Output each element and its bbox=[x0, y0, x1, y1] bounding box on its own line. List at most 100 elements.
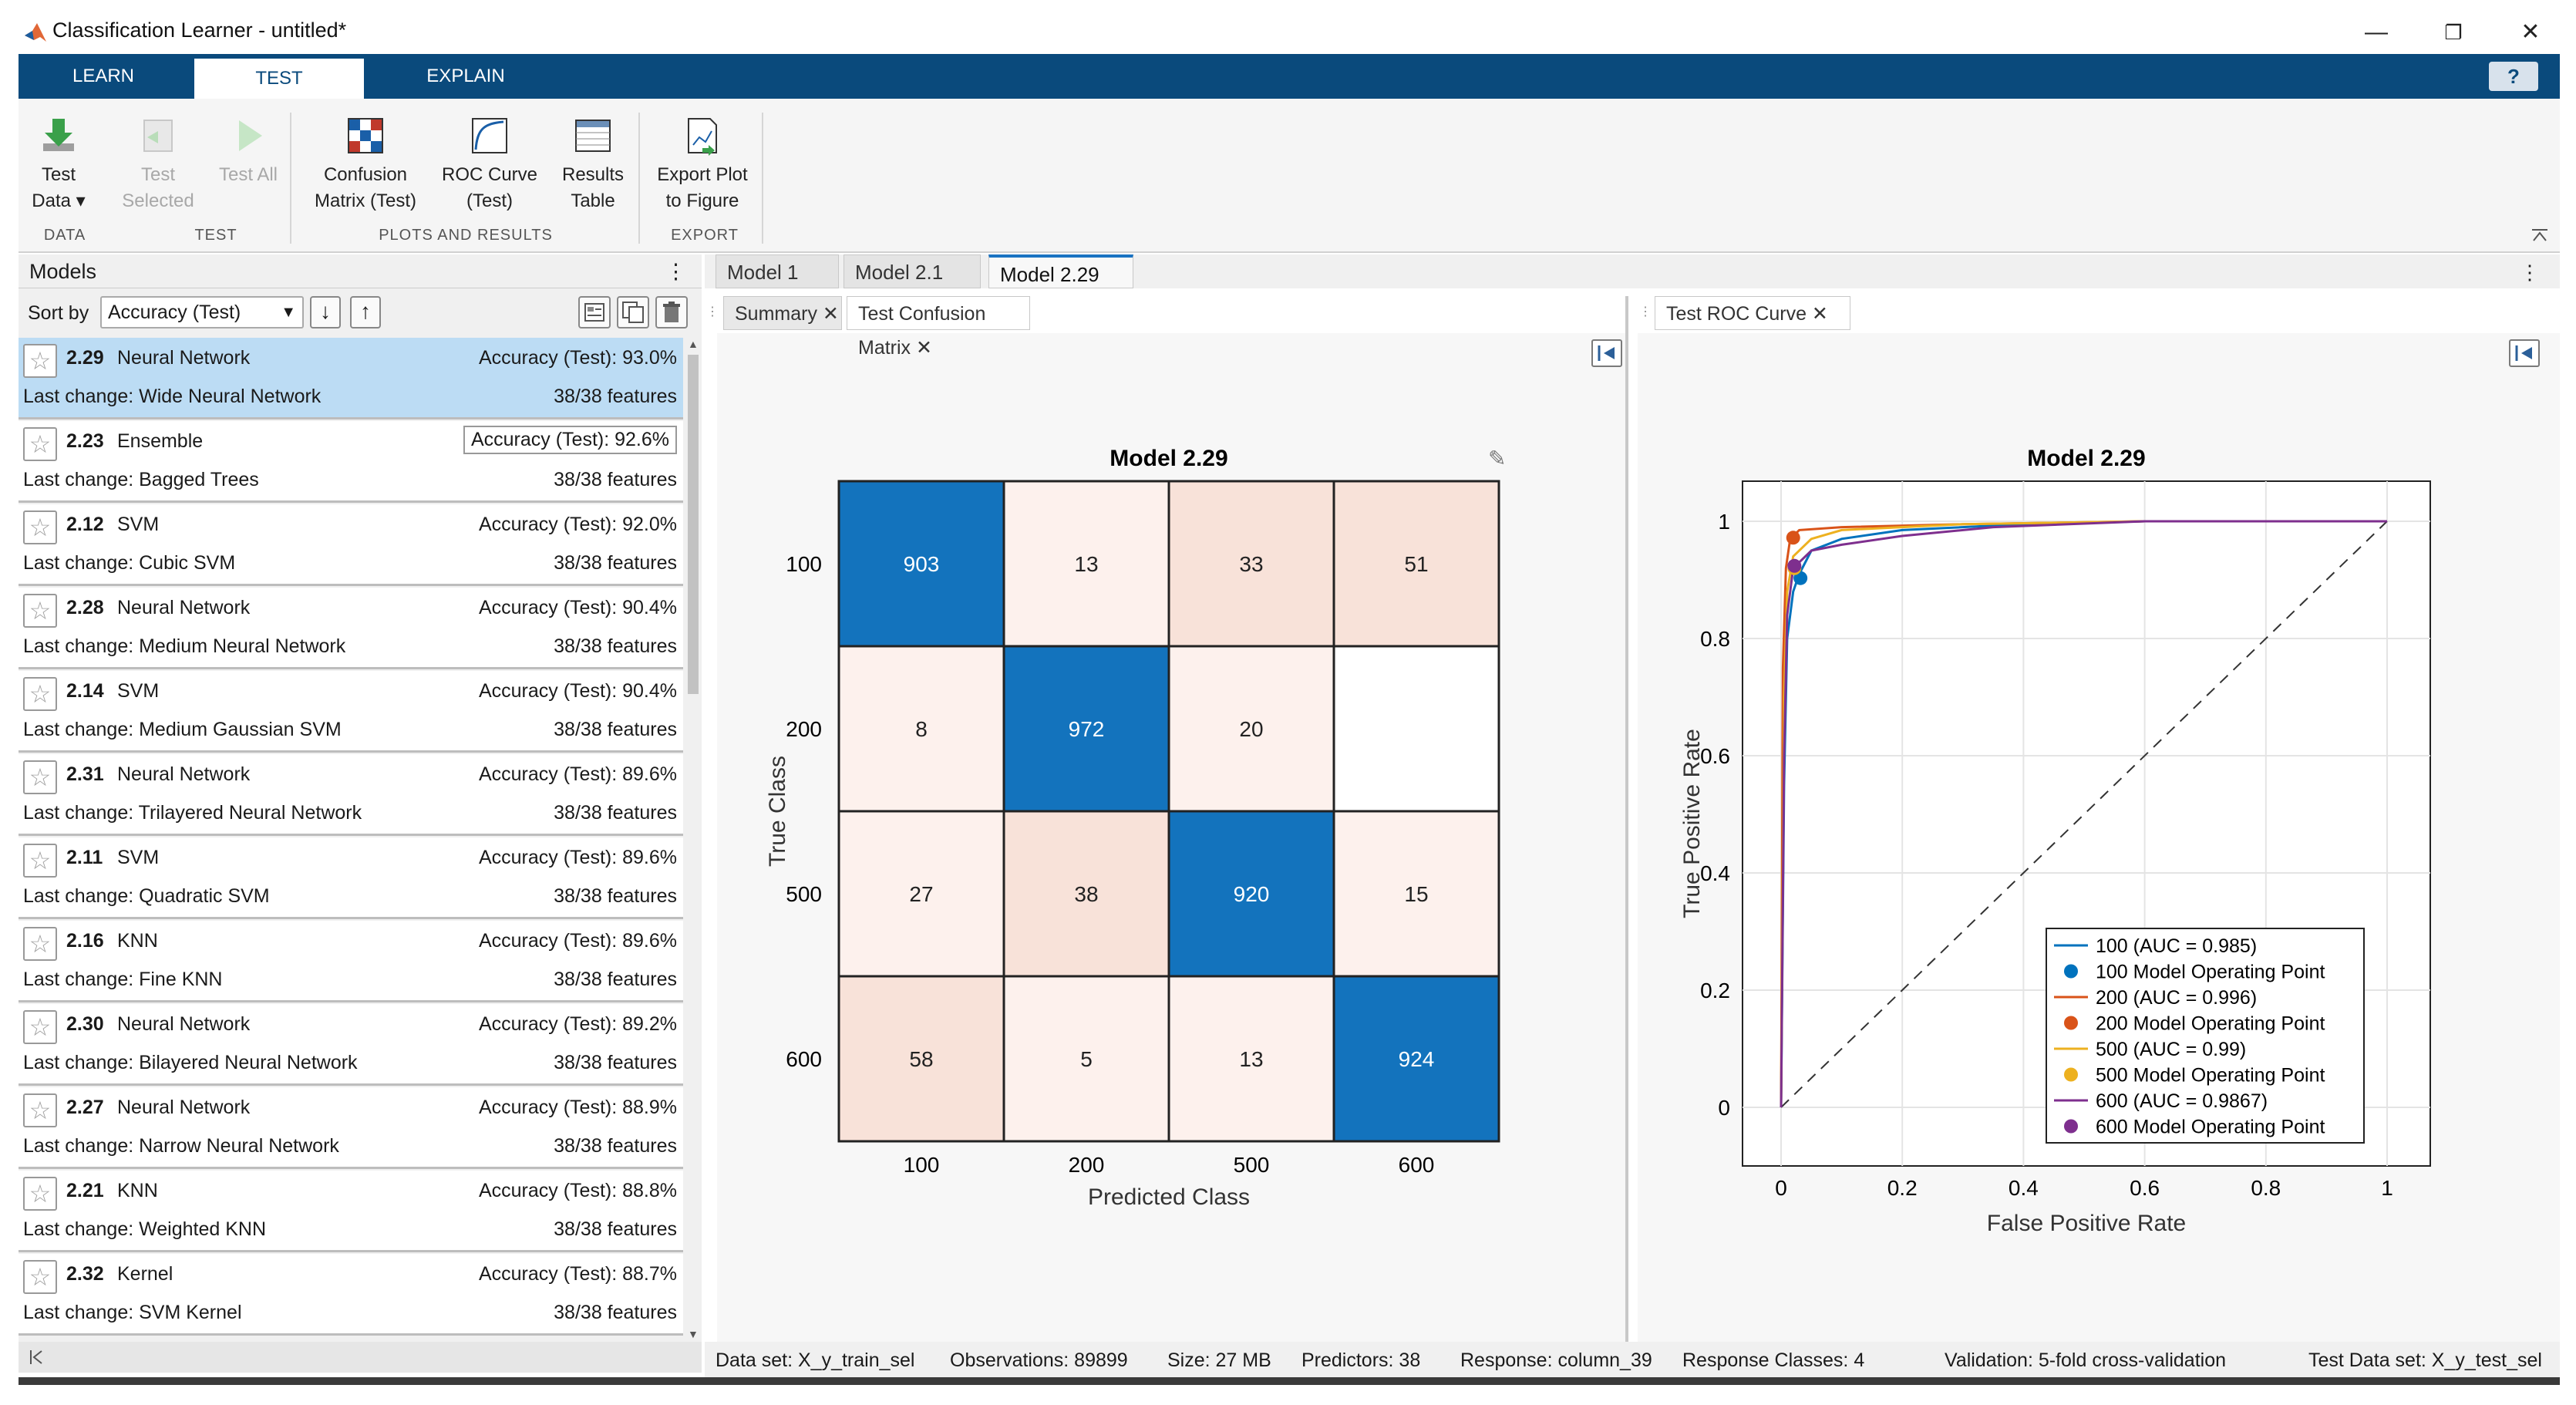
model-row[interactable]: ☆ 2.31 Neural Network Accuracy (Test): 8… bbox=[19, 754, 683, 836]
model-type: Neural Network bbox=[117, 1013, 251, 1035]
scrollbar-thumb[interactable] bbox=[688, 355, 699, 694]
model-row[interactable]: ☆ 2.11 SVM Accuracy (Test): 89.6% Last c… bbox=[19, 837, 683, 919]
tab-explain[interactable]: EXPLAIN bbox=[426, 66, 505, 86]
star-icon[interactable]: ☆ bbox=[23, 677, 57, 711]
document-tabs: Model 1 Model 2.1 Model 2.29 ⋮ bbox=[705, 254, 2560, 288]
tab-model-2-29[interactable]: Model 2.29 bbox=[988, 254, 1133, 288]
sort-ascending-button[interactable]: ↑ bbox=[350, 296, 381, 329]
close-button[interactable]: ✕ bbox=[2520, 19, 2541, 45]
model-last-change: Last change: Medium Neural Network bbox=[23, 635, 346, 657]
collapse-panel-icon[interactable] bbox=[28, 1348, 46, 1366]
document-menu-icon[interactable]: ⋮ bbox=[2520, 261, 2540, 284]
model-type: Ensemble bbox=[117, 430, 204, 452]
row-class-label: 500 bbox=[786, 882, 822, 906]
restore-button[interactable]: ❐ bbox=[2444, 21, 2463, 44]
model-type: KNN bbox=[117, 930, 158, 952]
star-icon[interactable]: ☆ bbox=[23, 1093, 57, 1127]
collapse-toolstrip-icon[interactable] bbox=[2531, 227, 2549, 245]
model-features: 38/38 features bbox=[554, 1218, 677, 1240]
sort-descending-button[interactable]: ↓ bbox=[310, 296, 341, 329]
model-features: 38/38 features bbox=[554, 1052, 677, 1073]
legend-marker-swatch bbox=[2064, 1067, 2078, 1082]
model-features: 38/38 features bbox=[554, 552, 677, 574]
y-tick-label: 0.6 bbox=[1700, 744, 1730, 768]
models-panel-title: Models bbox=[29, 260, 97, 283]
row-class-label: 100 bbox=[786, 552, 822, 576]
pane-splitter[interactable] bbox=[1625, 296, 1628, 1342]
model-row[interactable]: ☆ 2.23 Ensemble Accuracy (Test): 92.6% L… bbox=[19, 421, 683, 503]
ribbon-tab-bar: LEARN TEST EXPLAIN ? bbox=[19, 54, 2560, 99]
scroll-down-icon[interactable]: ▼ bbox=[688, 1328, 699, 1340]
tab-test-roc-curve[interactable]: Test ROC Curve ✕ bbox=[1655, 296, 1850, 330]
model-row[interactable]: ☆ 2.29 Neural Network Accuracy (Test): 9… bbox=[19, 338, 683, 419]
roc-curve-button[interactable]: ROC Curve (Test) bbox=[432, 114, 547, 214]
star-icon[interactable]: ☆ bbox=[23, 1260, 57, 1294]
results-table-button[interactable]: Results Table bbox=[551, 114, 635, 214]
star-icon[interactable]: ☆ bbox=[23, 427, 57, 461]
model-row[interactable]: ☆ 2.28 Neural Network Accuracy (Test): 9… bbox=[19, 588, 683, 669]
export-plot-button[interactable]: Export Plot to Figure bbox=[645, 114, 760, 214]
models-panel-menu-icon[interactable]: ⋮ bbox=[665, 260, 686, 283]
legend-entry: 200 Model Operating Point bbox=[2096, 1013, 2325, 1035]
confusion-cell-value: 5 bbox=[1080, 1047, 1093, 1071]
x-tick-label: 0.4 bbox=[2009, 1176, 2039, 1200]
model-features: 38/38 features bbox=[554, 969, 677, 990]
model-row[interactable]: ☆ 2.32 Kernel Accuracy (Test): 88.7% Las… bbox=[19, 1254, 683, 1336]
star-icon[interactable]: ☆ bbox=[23, 1177, 57, 1211]
model-type: Neural Network bbox=[117, 763, 251, 785]
models-scrollbar[interactable]: ▲ ▼ bbox=[686, 338, 700, 1340]
model-row[interactable]: ☆ 2.16 KNN Accuracy (Test): 89.6% Last c… bbox=[19, 921, 683, 1002]
test-selected-button[interactable]: Test Selected bbox=[116, 114, 200, 214]
confusion-matrix-button[interactable]: Confusion Matrix (Test) bbox=[304, 114, 427, 214]
tab-model-2-1[interactable]: Model 2.1 bbox=[844, 254, 981, 288]
tab-test[interactable]: TEST bbox=[194, 59, 364, 99]
tab-learn[interactable]: LEARN bbox=[72, 66, 135, 86]
delete-model-icon[interactable] bbox=[655, 296, 688, 329]
model-row[interactable]: ☆ 2.14 SVM Accuracy (Test): 90.4% Last c… bbox=[19, 671, 683, 753]
model-summary-icon[interactable] bbox=[578, 296, 611, 329]
model-row[interactable]: ☆ 2.30 Neural Network Accuracy (Test): 8… bbox=[19, 1004, 683, 1086]
test-data-button[interactable]: Test Data ▾ bbox=[28, 114, 89, 214]
x-tick-label: 0.8 bbox=[2251, 1176, 2281, 1200]
y-axis-label: True Positive Rate bbox=[1679, 729, 1705, 918]
test-all-button[interactable]: Test All bbox=[210, 114, 287, 188]
model-accuracy: Accuracy (Test): 88.9% bbox=[478, 1097, 677, 1118]
tab-summary[interactable]: Summary ✕ bbox=[723, 296, 842, 330]
star-icon[interactable]: ☆ bbox=[23, 510, 57, 544]
model-row[interactable]: ☆ 2.12 SVM Accuracy (Test): 92.0% Last c… bbox=[19, 504, 683, 586]
test-all-label: Test All bbox=[218, 164, 278, 185]
star-icon[interactable]: ☆ bbox=[23, 927, 57, 961]
model-number: 2.21 bbox=[66, 1180, 104, 1201]
sort-by-select[interactable]: Accuracy (Test) ▼ bbox=[100, 296, 304, 329]
star-icon[interactable]: ☆ bbox=[23, 760, 57, 794]
model-row[interactable]: ☆ 2.21 KNN Accuracy (Test): 88.8% Last c… bbox=[19, 1171, 683, 1252]
y-tick-label: 1 bbox=[1718, 510, 1730, 534]
duplicate-model-icon[interactable] bbox=[617, 296, 649, 329]
drag-handle-icon[interactable]: ⋮ bbox=[1639, 305, 1652, 318]
undock-confusion-button[interactable] bbox=[1591, 339, 1622, 367]
model-number: 2.31 bbox=[66, 763, 104, 785]
undock-roc-button[interactable] bbox=[2509, 339, 2540, 367]
y-tick-label: 0.4 bbox=[1700, 861, 1730, 885]
star-icon[interactable]: ☆ bbox=[23, 344, 57, 378]
tab-test-confusion-matrix[interactable]: Test Confusion Matrix ✕ bbox=[847, 296, 1030, 359]
confusion-cell bbox=[1002, 645, 1170, 813]
status-validation: Validation: 5-fold cross-validation bbox=[1945, 1349, 2227, 1371]
column-class-label: 500 bbox=[1234, 1153, 1270, 1177]
window-title: Classification Learner - untitled* bbox=[52, 19, 347, 42]
drag-handle-icon[interactable]: ⋮ bbox=[706, 305, 719, 318]
star-icon[interactable]: ☆ bbox=[23, 594, 57, 628]
x-axis-label: Predicted Class bbox=[1088, 1184, 1250, 1210]
model-features: 38/38 features bbox=[554, 885, 677, 907]
model-features: 38/38 features bbox=[554, 386, 677, 407]
tab-model-1[interactable]: Model 1 bbox=[716, 254, 839, 288]
model-row[interactable]: ☆ 2.27 Neural Network Accuracy (Test): 8… bbox=[19, 1087, 683, 1169]
operating-point-marker bbox=[1787, 558, 1802, 573]
model-type: Neural Network bbox=[117, 1097, 251, 1118]
scroll-up-icon[interactable]: ▲ bbox=[688, 338, 699, 350]
minimize-button[interactable]: — bbox=[2365, 19, 2388, 45]
status-size: Size: 27 MB bbox=[1167, 1349, 1271, 1371]
star-icon[interactable]: ☆ bbox=[23, 1010, 57, 1044]
star-icon[interactable]: ☆ bbox=[23, 844, 57, 878]
help-button[interactable]: ? bbox=[2489, 62, 2538, 91]
